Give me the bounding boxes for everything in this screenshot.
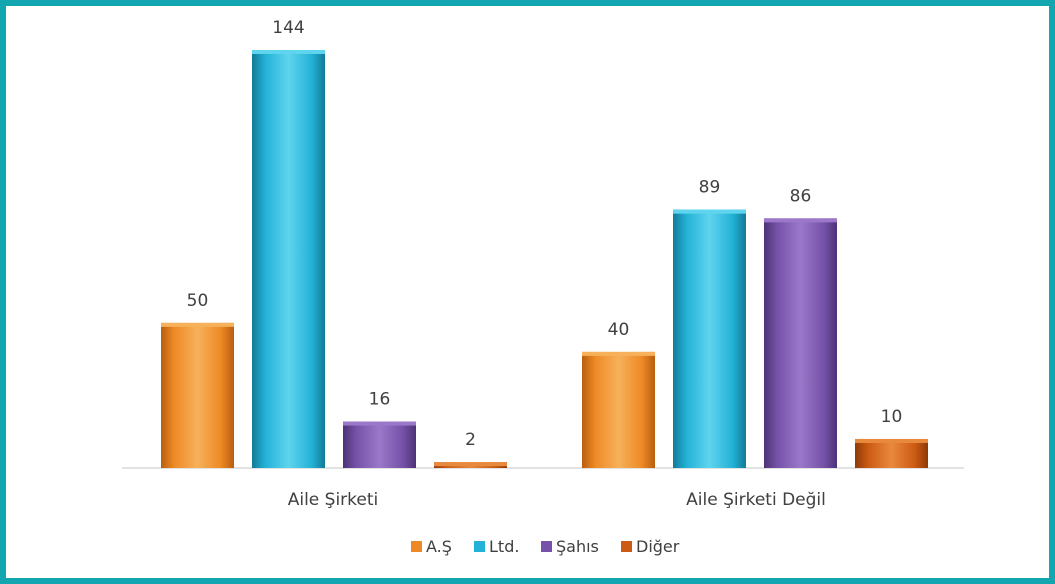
legend-label-ltd: Ltd. bbox=[489, 537, 519, 556]
legend-label-sahis: Şahıs bbox=[556, 537, 599, 556]
data-labels-group: 50 144 16 2 40 89 86 10 bbox=[187, 18, 903, 450]
legend: A.Ş Ltd. Şahıs Diğer bbox=[411, 537, 680, 556]
legend-label-as: A.Ş bbox=[426, 537, 452, 556]
legend-item-ltd[interactable]: Ltd. bbox=[474, 537, 519, 556]
bar-a-s-aile-sirketi-top-bevel bbox=[161, 322, 234, 327]
bars-group bbox=[161, 50, 928, 468]
bar-ltd-aile-sirketi[interactable] bbox=[252, 50, 325, 468]
bar-a-s-aile-sirketi[interactable] bbox=[161, 322, 234, 468]
bar-ltd-aile-sirketi-degil[interactable] bbox=[673, 209, 746, 468]
data-label-diger-aile-sirketi-degil: 10 bbox=[881, 407, 903, 427]
legend-swatch-sahis bbox=[541, 541, 552, 552]
bar-sahis-aile-sirketi[interactable] bbox=[343, 421, 416, 468]
bar-sahis-aile-sirketi-degil-top-bevel bbox=[764, 218, 837, 223]
category-label-aile-sirketi-degil: Aile Şirketi Değil bbox=[686, 490, 826, 510]
bar-a-s-aile-sirketi-degil-top-bevel bbox=[582, 351, 655, 356]
legend-item-sahis[interactable]: Şahıs bbox=[541, 537, 599, 556]
data-label-a-s-aile-sirketi: 50 bbox=[187, 291, 209, 311]
bar-diger-aile-sirketi-top-bevel bbox=[434, 462, 507, 467]
data-label-ltd-aile-sirketi: 144 bbox=[272, 18, 304, 38]
bar-diger-aile-sirketi-degil[interactable] bbox=[855, 438, 928, 468]
bar-sahis-aile-sirketi-top-bevel bbox=[343, 421, 416, 426]
bar-diger-aile-sirketi-degil-top-bevel bbox=[855, 438, 928, 443]
category-label-aile-sirketi: Aile Şirketi bbox=[288, 490, 379, 510]
data-label-ltd-aile-sirketi-degil: 89 bbox=[699, 178, 721, 198]
legend-swatch-diger bbox=[621, 541, 632, 552]
bar-a-s-aile-sirketi-degil[interactable] bbox=[582, 351, 655, 468]
legend-swatch-as bbox=[411, 541, 422, 552]
legend-label-diger: Diğer bbox=[636, 537, 680, 556]
bar-ltd-aile-sirketi-degil-top-bevel bbox=[673, 209, 746, 214]
bar-sahis-aile-sirketi-degil[interactable] bbox=[764, 218, 837, 468]
data-label-sahis-aile-sirketi: 16 bbox=[369, 390, 391, 410]
legend-item-as[interactable]: A.Ş bbox=[411, 537, 452, 556]
data-label-sahis-aile-sirketi-degil: 86 bbox=[790, 186, 812, 206]
legend-item-diger[interactable]: Diğer bbox=[621, 537, 680, 556]
data-label-a-s-aile-sirketi-degil: 40 bbox=[608, 320, 630, 340]
bar-ltd-aile-sirketi-top-bevel bbox=[252, 50, 325, 54]
legend-swatch-ltd bbox=[474, 541, 485, 552]
data-label-diger-aile-sirketi: 2 bbox=[465, 430, 476, 450]
